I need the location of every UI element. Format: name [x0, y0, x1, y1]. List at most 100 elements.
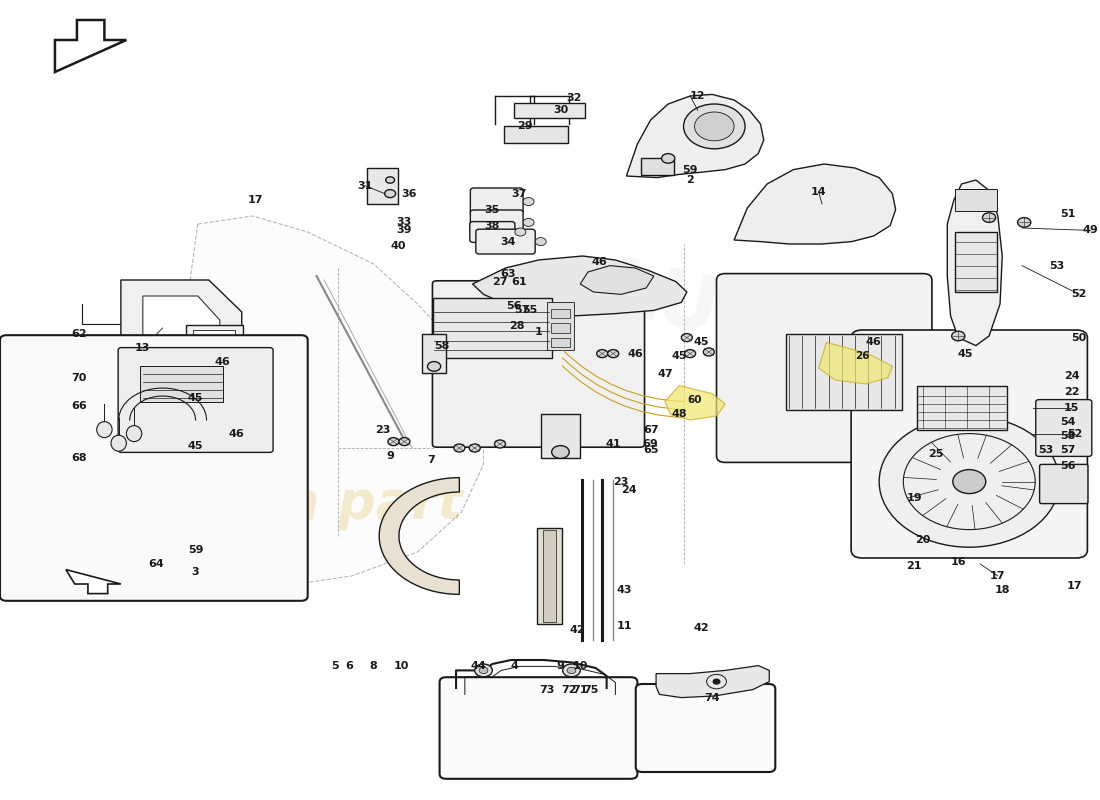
- Text: 28: 28: [509, 322, 525, 331]
- Text: 47: 47: [657, 370, 673, 379]
- Circle shape: [495, 440, 506, 448]
- Text: 49: 49: [1082, 226, 1098, 235]
- Text: 56: 56: [507, 301, 522, 310]
- Bar: [505, 126, 569, 143]
- Bar: [640, 158, 673, 175]
- Text: 10: 10: [573, 661, 587, 670]
- Circle shape: [596, 350, 607, 358]
- Polygon shape: [55, 20, 126, 72]
- Polygon shape: [580, 266, 653, 294]
- Circle shape: [568, 667, 575, 674]
- Text: 54: 54: [1060, 418, 1076, 427]
- Circle shape: [524, 198, 535, 206]
- Circle shape: [1018, 218, 1031, 227]
- Polygon shape: [176, 216, 484, 584]
- Circle shape: [982, 213, 996, 222]
- Text: 74: 74: [704, 693, 719, 702]
- Text: 9: 9: [386, 451, 394, 461]
- Bar: [514, 103, 585, 118]
- Circle shape: [607, 350, 618, 358]
- Circle shape: [470, 444, 481, 452]
- Text: 45: 45: [188, 442, 204, 451]
- Bar: [543, 530, 557, 622]
- Text: 13: 13: [135, 343, 151, 353]
- Text: 46: 46: [627, 349, 644, 358]
- Bar: [551, 309, 571, 318]
- Text: 71: 71: [572, 685, 588, 694]
- Text: 16: 16: [950, 557, 966, 566]
- Text: 17: 17: [248, 195, 263, 205]
- Text: 48: 48: [671, 410, 688, 419]
- Bar: [422, 334, 447, 373]
- Polygon shape: [379, 478, 460, 594]
- Bar: [955, 189, 997, 211]
- Circle shape: [713, 679, 719, 684]
- Bar: [198, 404, 242, 436]
- FancyBboxPatch shape: [1040, 464, 1088, 504]
- Text: 24: 24: [1064, 371, 1079, 381]
- Circle shape: [428, 362, 441, 371]
- Polygon shape: [818, 342, 892, 384]
- Bar: [140, 366, 222, 402]
- Ellipse shape: [111, 435, 126, 451]
- Text: 57: 57: [515, 306, 530, 315]
- Text: 67: 67: [642, 426, 659, 435]
- Text: 1: 1: [535, 327, 542, 337]
- Bar: [538, 528, 562, 624]
- Text: 23: 23: [375, 426, 390, 435]
- Polygon shape: [656, 666, 769, 698]
- FancyBboxPatch shape: [476, 229, 536, 254]
- Text: 70: 70: [72, 373, 87, 382]
- Text: 45: 45: [188, 394, 204, 403]
- Polygon shape: [664, 386, 725, 420]
- Text: 46: 46: [591, 258, 607, 267]
- Text: 46: 46: [214, 357, 230, 366]
- Bar: [547, 302, 574, 350]
- Text: 59: 59: [188, 546, 204, 555]
- Text: 75: 75: [583, 685, 598, 694]
- Circle shape: [536, 238, 547, 246]
- Text: 34: 34: [500, 237, 516, 246]
- Text: 52: 52: [1071, 290, 1087, 299]
- Text: 42: 42: [569, 626, 585, 635]
- Polygon shape: [626, 94, 763, 178]
- Text: 15: 15: [1064, 403, 1079, 413]
- FancyBboxPatch shape: [851, 330, 1088, 558]
- Text: 69: 69: [642, 439, 659, 449]
- Ellipse shape: [126, 426, 142, 442]
- Text: 58: 58: [1060, 431, 1076, 441]
- Bar: [186, 325, 243, 366]
- Text: LUCAS: LUCAS: [604, 255, 891, 385]
- Text: 17: 17: [1067, 581, 1082, 590]
- FancyBboxPatch shape: [440, 677, 637, 779]
- Text: 37: 37: [512, 189, 527, 198]
- Circle shape: [388, 438, 399, 446]
- Text: 58: 58: [434, 341, 450, 350]
- Text: 5: 5: [331, 661, 339, 670]
- Bar: [551, 323, 571, 333]
- Bar: [955, 232, 997, 292]
- Text: 45: 45: [671, 351, 686, 361]
- Polygon shape: [947, 180, 1002, 346]
- Text: 20: 20: [915, 535, 931, 545]
- Text: 52: 52: [1067, 429, 1082, 438]
- Text: 32: 32: [566, 93, 581, 102]
- Bar: [433, 298, 552, 358]
- Circle shape: [681, 334, 692, 342]
- Text: 31: 31: [358, 181, 373, 190]
- Text: 60: 60: [688, 395, 702, 405]
- Text: 55: 55: [522, 306, 537, 315]
- Circle shape: [524, 218, 535, 226]
- Text: 56: 56: [1060, 461, 1076, 470]
- Text: 21: 21: [906, 562, 922, 571]
- Text: 23: 23: [613, 477, 628, 486]
- Text: 51: 51: [1060, 210, 1076, 219]
- Text: 61: 61: [510, 277, 527, 286]
- FancyBboxPatch shape: [0, 335, 308, 601]
- FancyBboxPatch shape: [1036, 400, 1092, 456]
- Text: 42: 42: [693, 623, 708, 633]
- Text: a part: a part: [284, 478, 463, 530]
- Text: 41: 41: [605, 439, 621, 449]
- Circle shape: [661, 154, 674, 163]
- Text: 26: 26: [856, 351, 870, 361]
